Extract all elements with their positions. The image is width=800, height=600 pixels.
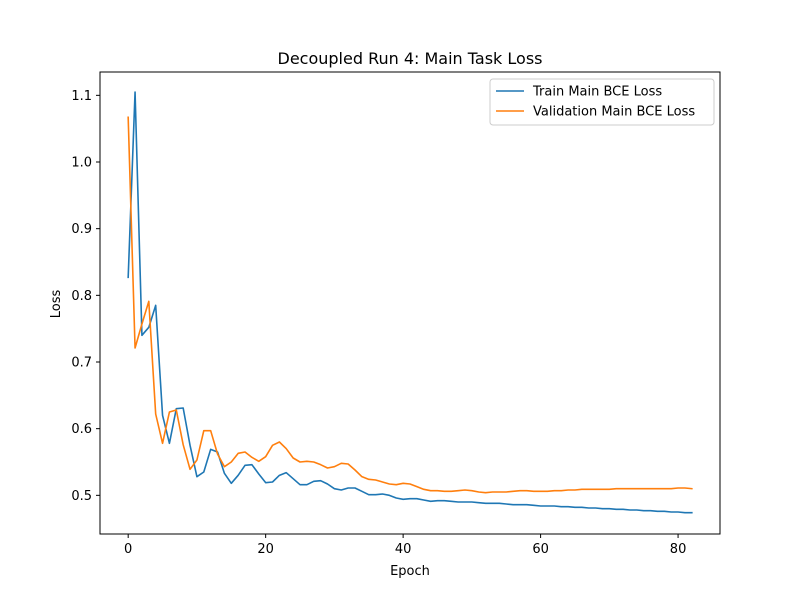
x-axis-label: Epoch — [390, 564, 430, 579]
y-tick-label: 1.0 — [71, 156, 92, 171]
series-layer — [127, 91, 693, 514]
x-tick-label: 60 — [532, 542, 549, 557]
y-tick-label: 0.6 — [71, 422, 92, 437]
y-tick-label: 0.5 — [71, 489, 92, 504]
plot-frame — [99, 71, 721, 535]
legend-label-train: Train Main BCE Loss — [532, 85, 662, 100]
y-tick-label: 0.7 — [71, 356, 92, 371]
legend-box — [489, 78, 715, 126]
legend-label-validation: Validation Main BCE Loss — [533, 105, 695, 120]
series-line-train — [127, 91, 693, 514]
x-tick-label: 40 — [395, 542, 412, 557]
y-tick-label: 0.8 — [71, 289, 92, 304]
x-tick-label: 20 — [257, 542, 274, 557]
x-tick-label: 80 — [670, 542, 687, 557]
legend: Train Main BCE Loss Validation Main BCE L… — [489, 78, 715, 126]
y-tick-label: 0.9 — [71, 222, 92, 237]
axes-layer: 0 20 40 60 80 0.5 0.6 0.7 0.8 0.9 1.0 1.1 — [71, 71, 721, 557]
series-line-validation — [127, 116, 693, 494]
y-axis-label: Loss — [49, 290, 64, 319]
x-tick-label: 0 — [124, 542, 132, 557]
y-tick-label: 1.1 — [71, 89, 92, 104]
chart-title: Decoupled Run 4: Main Task Loss — [278, 49, 543, 68]
